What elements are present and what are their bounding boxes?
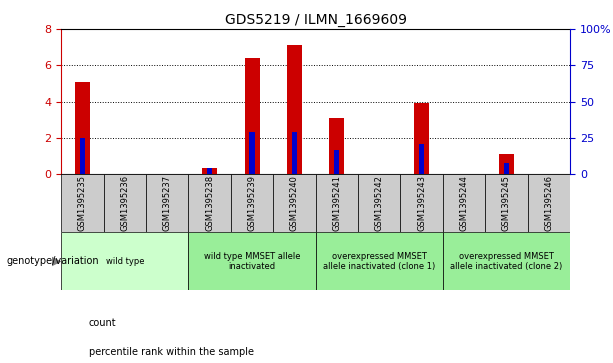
Bar (443, 232, 570, 290)
Bar (443, 174, 485, 232)
Bar (75, 82, 90, 174)
Bar (104, 174, 146, 232)
Bar (207, 168, 212, 174)
Bar (146, 174, 189, 232)
Bar (202, 168, 217, 174)
Bar (273, 174, 316, 232)
Text: GSM1395242: GSM1395242 (375, 175, 384, 231)
Bar (358, 174, 400, 232)
Text: GSM1395236: GSM1395236 (120, 175, 129, 231)
Text: GSM1395241: GSM1395241 (332, 175, 341, 231)
Bar (400, 174, 443, 232)
Text: overexpressed MMSET
allele inactivated (clone 2): overexpressed MMSET allele inactivated (… (451, 252, 563, 271)
Text: GSM1395244: GSM1395244 (460, 175, 468, 231)
Text: overexpressed MMSET
allele inactivated (clone 1): overexpressed MMSET allele inactivated (… (323, 252, 435, 271)
Text: GSM1395235: GSM1395235 (78, 175, 87, 231)
Bar (287, 45, 302, 174)
Bar (419, 144, 424, 174)
Text: GSM1395238: GSM1395238 (205, 175, 214, 231)
Text: wild type MMSET allele
inactivated: wild type MMSET allele inactivated (204, 252, 300, 271)
Bar (414, 103, 429, 174)
Bar (61, 232, 189, 290)
Text: GSM1395245: GSM1395245 (502, 175, 511, 231)
Bar (504, 163, 509, 174)
Bar (316, 232, 443, 290)
Bar (249, 132, 254, 174)
Bar (292, 132, 297, 174)
Text: wild type: wild type (105, 257, 144, 266)
Text: GSM1395246: GSM1395246 (544, 175, 554, 231)
Text: GSM1395239: GSM1395239 (248, 175, 257, 231)
Bar (189, 174, 231, 232)
Text: percentile rank within the sample: percentile rank within the sample (89, 347, 254, 357)
Text: GSM1395237: GSM1395237 (163, 175, 172, 231)
Bar (61, 174, 104, 232)
Title: GDS5219 / ILMN_1669609: GDS5219 / ILMN_1669609 (225, 13, 406, 26)
Text: GSM1395240: GSM1395240 (290, 175, 299, 231)
Bar (231, 174, 273, 232)
Bar (80, 138, 85, 174)
Text: genotype/variation: genotype/variation (6, 256, 99, 266)
Bar (245, 58, 259, 174)
Text: GSM1395243: GSM1395243 (417, 175, 426, 231)
Bar (316, 174, 358, 232)
Text: count: count (89, 318, 116, 328)
Bar (499, 154, 514, 174)
Bar (485, 174, 528, 232)
Bar (189, 232, 316, 290)
Bar (528, 174, 570, 232)
Bar (334, 150, 340, 174)
Bar (329, 118, 345, 174)
